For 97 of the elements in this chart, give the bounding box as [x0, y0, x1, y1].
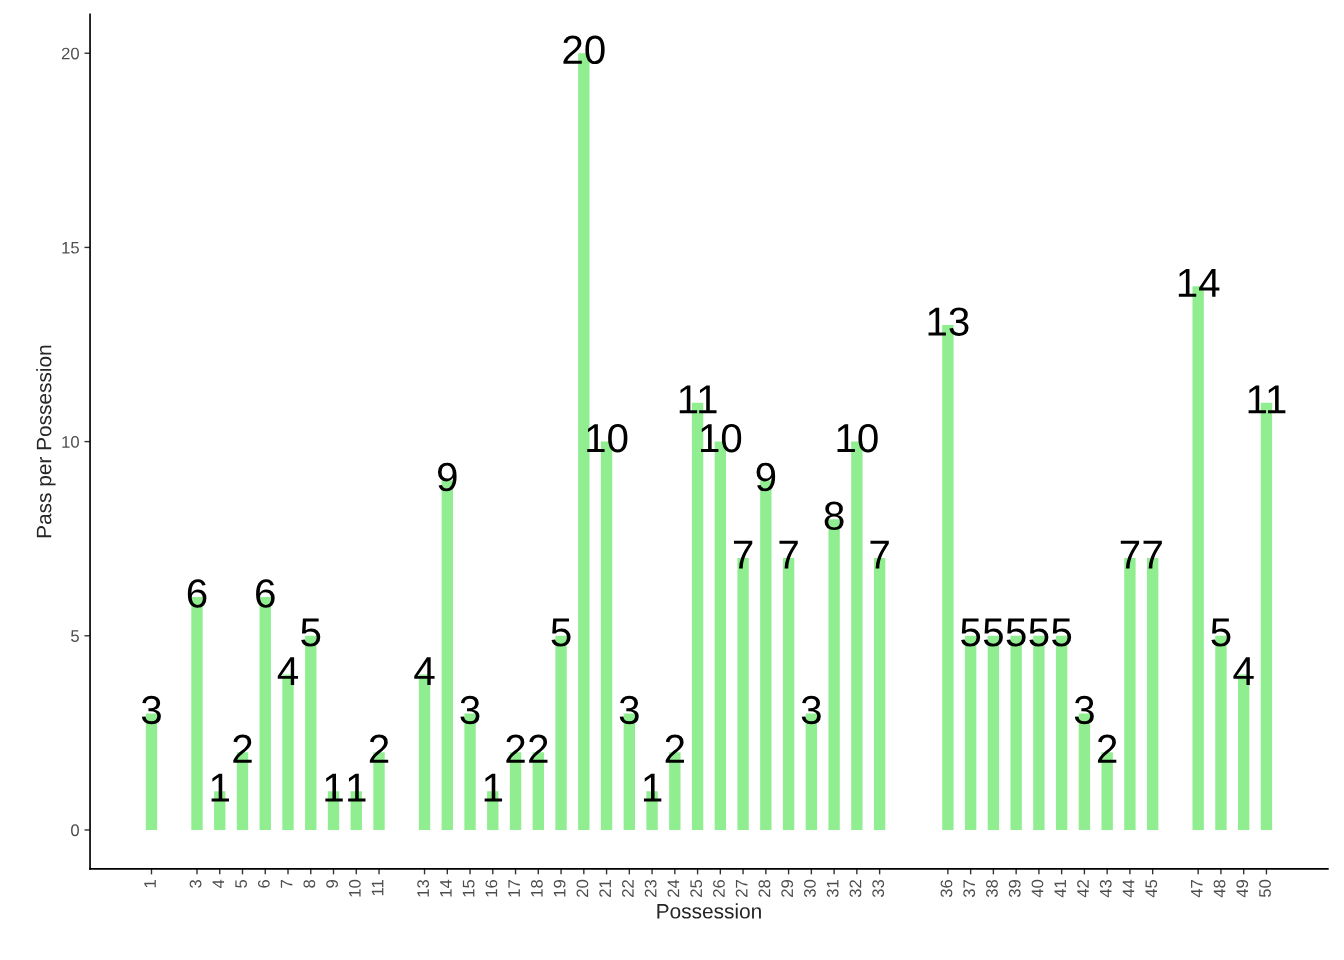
- data-label: 3: [1074, 695, 1094, 725]
- x-tick-label: 38: [986, 879, 998, 898]
- x-tick-label: 19: [553, 880, 566, 897]
- x-tick-label: 37: [963, 880, 976, 898]
- x-tick-label: 16: [485, 879, 498, 897]
- data-label: 11: [679, 385, 717, 414]
- x-tick-label: 32: [849, 880, 862, 898]
- data-label: 13: [928, 307, 969, 336]
- data-label: 7: [733, 540, 753, 569]
- x-tick-label: 8: [303, 879, 316, 888]
- x-tick-label: 18: [530, 879, 543, 897]
- x-tick-label: 24: [667, 879, 680, 897]
- x-tick-label: 15: [462, 879, 475, 897]
- data-label: 2: [233, 734, 252, 763]
- data-label: 3: [801, 695, 821, 725]
- data-label: 3: [460, 695, 480, 725]
- data-label: 5: [1211, 618, 1231, 647]
- x-tick-label: 9: [326, 880, 338, 888]
- x-tick-label: 17: [508, 880, 520, 897]
- x-tick-label: 10: [348, 879, 361, 897]
- data-label: 3: [141, 695, 161, 725]
- x-axis-title: Possession: [657, 903, 761, 919]
- x-tick-label: 4: [212, 879, 225, 889]
- x-tick-label: 50: [1259, 879, 1271, 898]
- data-label: 5: [1029, 618, 1049, 647]
- data-label: 4: [1233, 657, 1254, 686]
- data-label: 10: [701, 423, 742, 453]
- data-label: 10: [837, 423, 878, 453]
- data-label: 6: [187, 579, 207, 608]
- data-label: 2: [506, 734, 525, 763]
- x-tick-label: 30: [804, 879, 816, 898]
- y-tick-label: 0: [71, 824, 79, 837]
- x-tick-label: 13: [417, 879, 430, 897]
- y-tick-label: 20: [61, 47, 79, 60]
- x-tick-label: 14: [440, 879, 452, 897]
- data-label: 8: [824, 501, 844, 531]
- x-tick-label: 23: [644, 879, 657, 897]
- x-tick-label: 39: [1008, 880, 1021, 898]
- data-label: 5: [301, 618, 321, 647]
- x-tick-label: 48: [1213, 879, 1226, 898]
- x-tick-label: 45: [1145, 879, 1158, 898]
- data-label: 7: [1143, 540, 1162, 569]
- x-tick-label: 22: [621, 880, 634, 897]
- x-tick-label: 28: [758, 879, 771, 897]
- data-label: 11: [1248, 385, 1286, 414]
- data-label: 2: [665, 734, 685, 763]
- x-tick-label: 3: [189, 879, 202, 888]
- data-label: 3: [619, 695, 639, 725]
- data-label: 10: [587, 423, 628, 453]
- y-tick-label: 5: [71, 630, 79, 642]
- x-tick-label: 26: [713, 879, 725, 897]
- x-tick-label: 44: [1122, 879, 1135, 898]
- x-tick-label: 6: [257, 879, 270, 888]
- x-tick-label: 1: [144, 880, 156, 888]
- data-label: 1: [211, 773, 229, 802]
- data-label: 9: [437, 462, 457, 492]
- x-tick-label: 31: [826, 880, 839, 898]
- x-tick-label: 36: [940, 879, 953, 898]
- data-label: 1: [643, 773, 662, 802]
- x-tick-label: 25: [690, 879, 703, 897]
- x-tick-label: 41: [1054, 880, 1066, 898]
- y-tick-label: 15: [62, 241, 79, 254]
- data-label: 7: [1120, 540, 1140, 569]
- data-label: 14: [1178, 268, 1220, 297]
- data-label: 5: [1052, 618, 1072, 647]
- data-label: 9: [756, 462, 776, 492]
- data-label: 2: [1097, 734, 1117, 763]
- data-label: 5: [551, 618, 571, 647]
- x-tick-label: 47: [1191, 880, 1203, 898]
- x-tick-label: 43: [1099, 879, 1112, 898]
- x-tick-label: 29: [781, 880, 794, 897]
- data-label: 2: [369, 734, 389, 763]
- data-label: 4: [277, 657, 299, 686]
- y-tick-label: 10: [62, 436, 79, 448]
- x-tick-label: 27: [735, 880, 748, 897]
- data-label: 5: [1006, 618, 1026, 647]
- data-label: 20: [563, 35, 605, 65]
- data-label: 4: [414, 657, 435, 686]
- x-tick-label: 21: [599, 880, 611, 897]
- data-label: 7: [779, 540, 798, 569]
- data-label: 7: [870, 540, 889, 569]
- x-tick-label: 7: [280, 880, 293, 888]
- x-tick-label: 11: [371, 880, 384, 896]
- x-tick-label: 5: [235, 879, 247, 888]
- x-tick-label: 20: [576, 879, 589, 897]
- x-tick-label: 40: [1031, 879, 1044, 898]
- x-tick-label: 49: [1236, 880, 1249, 898]
- data-label: 2: [529, 734, 548, 763]
- data-label: 5: [983, 618, 1003, 647]
- data-label: 5: [961, 618, 981, 647]
- data-label: 6: [256, 579, 275, 608]
- data-label: 1: [484, 773, 503, 802]
- data-label: 1: [325, 773, 343, 802]
- y-axis-title: Pass per Possession: [36, 345, 56, 538]
- data-label: 1: [348, 773, 366, 802]
- x-tick-label: 33: [872, 879, 885, 898]
- x-tick-label: 42: [1077, 880, 1089, 898]
